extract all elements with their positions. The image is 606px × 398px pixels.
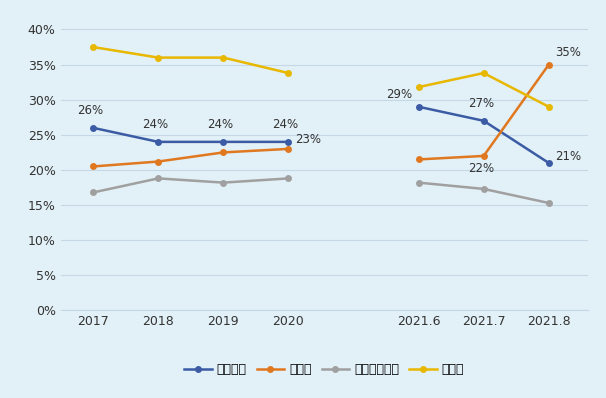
インド <box>220 150 227 155</box>
Text: 22%: 22% <box>468 162 494 176</box>
ベトナム <box>155 139 162 144</box>
インド <box>90 164 97 169</box>
インド <box>155 159 162 164</box>
インドネシア <box>155 176 162 181</box>
Text: 35%: 35% <box>555 46 581 59</box>
Text: 21%: 21% <box>555 150 581 163</box>
ベトナム <box>285 139 292 144</box>
Text: 26%: 26% <box>78 104 104 117</box>
その他 <box>285 71 292 76</box>
ベトナム <box>220 139 227 144</box>
Text: 27%: 27% <box>468 97 494 110</box>
Line: ベトナム: ベトナム <box>90 124 292 145</box>
Text: 24%: 24% <box>207 118 233 131</box>
Text: 24%: 24% <box>273 118 299 131</box>
インドネシア <box>285 176 292 181</box>
Line: インド: インド <box>90 145 292 170</box>
インド <box>285 146 292 151</box>
ベトナム <box>90 125 97 130</box>
Text: 24%: 24% <box>142 118 168 131</box>
その他 <box>220 55 227 60</box>
Legend: ベトナム, インド, インドネシア, その他: ベトナム, インド, インドネシア, その他 <box>179 359 469 381</box>
Text: 23%: 23% <box>295 133 321 146</box>
Line: その他: その他 <box>90 44 292 76</box>
インドネシア <box>220 180 227 185</box>
インドネシア <box>90 190 97 195</box>
Text: 29%: 29% <box>386 88 412 101</box>
その他 <box>90 45 97 49</box>
Line: インドネシア: インドネシア <box>90 175 292 196</box>
その他 <box>155 55 162 60</box>
